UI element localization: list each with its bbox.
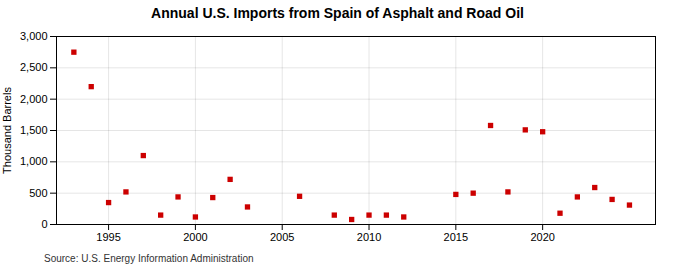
html-text:Annual U.S. Imports from Spain: Annual U.S. Imports from Spain of Asphal… bbox=[151, 5, 524, 21]
svg-text:1,500: 1,500 bbox=[20, 124, 48, 136]
html-text:Source: U.S. Energy Informatio: Source: U.S. Energy Information Administ… bbox=[44, 253, 254, 264]
svg-text:500: 500 bbox=[29, 187, 47, 199]
svg-text:2000: 2000 bbox=[183, 231, 207, 243]
svg-text:3,000: 3,000 bbox=[20, 30, 48, 42]
svg-text:2010: 2010 bbox=[357, 231, 381, 243]
svg-text:1,000: 1,000 bbox=[20, 155, 48, 167]
svg-text:2005: 2005 bbox=[270, 231, 294, 243]
svg-text:2015: 2015 bbox=[444, 231, 468, 243]
svg-text:1995: 1995 bbox=[96, 231, 120, 243]
svg-text:2020: 2020 bbox=[530, 231, 554, 243]
svg-text:2,500: 2,500 bbox=[20, 61, 48, 73]
svg-text:2,000: 2,000 bbox=[20, 93, 48, 105]
svg-text:Thousand Barrels: Thousand Barrels bbox=[1, 87, 13, 174]
svg-text:0: 0 bbox=[41, 218, 47, 230]
